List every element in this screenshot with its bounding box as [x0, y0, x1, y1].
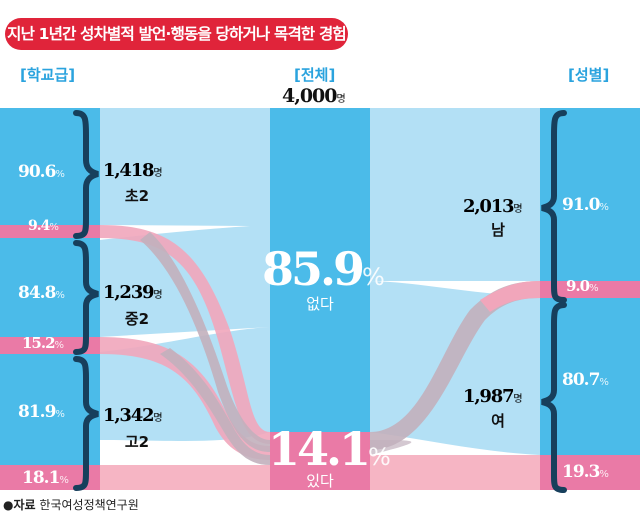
- section-label-total: [전체]: [294, 66, 336, 84]
- total-none-pct: 85.9%: [262, 242, 385, 296]
- school-label-0: 초2: [124, 187, 150, 205]
- bullet-icon: ●: [3, 498, 14, 512]
- gender-label-0: 남: [491, 221, 505, 239]
- gender-count-0: 2,013명: [463, 196, 523, 217]
- school-yes-pct-0: 9.4%: [28, 218, 59, 234]
- gender-none-pct-1: 80.7%: [562, 370, 609, 390]
- source-note: ●자료 한국여성정책연구원: [3, 498, 139, 512]
- school-label-1: 중2: [124, 310, 150, 328]
- total-yes-label: 있다: [306, 472, 334, 490]
- school-label-2: 고2: [124, 433, 150, 451]
- total-count: 4,000명: [282, 85, 346, 107]
- school-yes-pct-1: 15.2%: [22, 334, 65, 352]
- school-count-1: 1,239명: [103, 282, 163, 303]
- section-label-gender: [성별]: [568, 66, 610, 84]
- school-count-0: 1,418명: [103, 160, 163, 181]
- total-yes-pct: 14.1%: [268, 422, 391, 476]
- section-label-school: [학교급]: [20, 66, 76, 84]
- school-count-2: 1,342명: [103, 405, 163, 426]
- brace-icon: [73, 110, 99, 491]
- gender-yes-pct-0: 9.0%: [566, 277, 599, 295]
- gender-none-pct-0: 91.0%: [562, 195, 609, 215]
- school-yes-pct-2: 18.1%: [22, 468, 69, 488]
- chart-title: 지난 1년간 성차별적 발언·행동을 당하거나 목격한 경험: [5, 18, 348, 50]
- gender-count-1: 1,987명: [463, 386, 523, 407]
- gender-label-1: 여: [491, 412, 505, 430]
- gender-yes-pct-1: 19.3%: [562, 462, 609, 482]
- total-none-label: 없다: [306, 295, 334, 313]
- school-none-pct-0: 90.6%: [18, 162, 65, 182]
- school-none-pct-2: 81.9%: [18, 402, 65, 422]
- school-none-pct-1: 84.8%: [18, 283, 65, 303]
